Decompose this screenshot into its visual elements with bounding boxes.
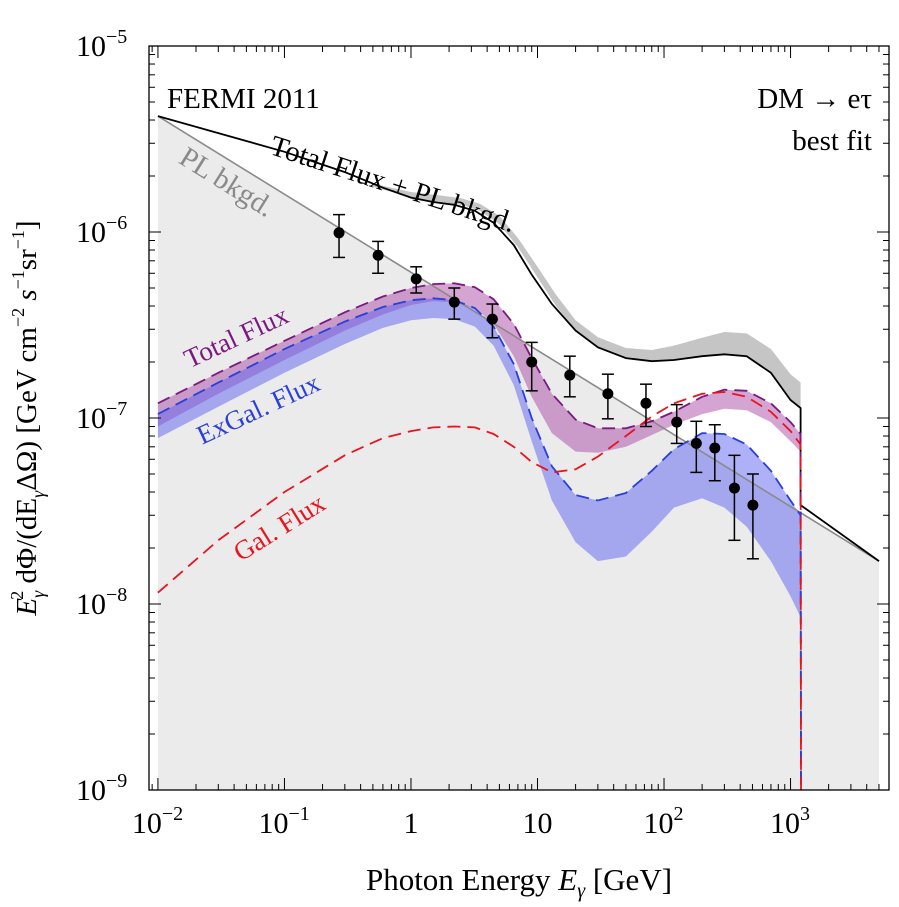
data-point-4: [486, 303, 499, 339]
axis-tick-labels: 10−2 10−1 1 10 102 103 10−9 10−8 10−7 10−6 10−5: [76, 26, 810, 840]
axis-ticks: [149, 45, 890, 791]
data-point-2: [410, 266, 423, 294]
y-axis-title: Eγ2 dΦ/(dEγΔΩ) [GeV cm−2 s−1sr−1]: [7, 220, 48, 616]
x-tick-label-0: 10−2: [132, 803, 183, 840]
dataset-label: FERMI 2011: [167, 83, 320, 115]
y-tick-label-2: 10−7: [76, 398, 127, 435]
plot-area: [157, 115, 880, 790]
data-point-6: [563, 355, 576, 398]
series-pl-bkgd: [157, 115, 880, 562]
data-point-12: [728, 454, 741, 542]
y-tick-label-4: 10−5: [76, 26, 127, 63]
data-point-3: [448, 287, 461, 320]
series-exgal-flux: [157, 297, 802, 790]
fit-label: best fit: [792, 125, 872, 157]
pl-background-fill: [157, 116, 879, 790]
data-point-1: [372, 240, 385, 275]
x-tick-label-5: 103: [770, 803, 810, 840]
data-point-13: [746, 473, 759, 560]
data-point-11: [708, 423, 721, 482]
x-axis-title: Photon Energy Eγ [GeV]: [366, 862, 672, 902]
data-point-5: [525, 341, 538, 392]
model-label: DM → eτ: [757, 83, 872, 115]
series-total-flux-pl-bkgd: [157, 115, 880, 562]
total-flux-plus-bkgd-band: [372, 183, 801, 409]
data-point-9: [670, 403, 683, 445]
x-tick-label-2: 1: [404, 807, 419, 840]
exgal-flux-band: [157, 298, 801, 618]
data-point-8: [639, 383, 652, 428]
total-flux-band: [157, 283, 801, 453]
y-tick-label-3: 10−6: [76, 212, 127, 249]
y-tick-label-1: 10−8: [76, 584, 127, 621]
series-total-flux: [157, 282, 802, 790]
data-point-7: [601, 373, 614, 420]
y-tick-label-0: 10−9: [76, 770, 127, 807]
x-tick-label-3: 10: [523, 807, 553, 840]
data-point-0: [333, 213, 346, 259]
data-point-10: [690, 420, 703, 474]
x-tick-label-4: 102: [644, 803, 684, 840]
x-tick-label-1: 10−1: [259, 803, 310, 840]
